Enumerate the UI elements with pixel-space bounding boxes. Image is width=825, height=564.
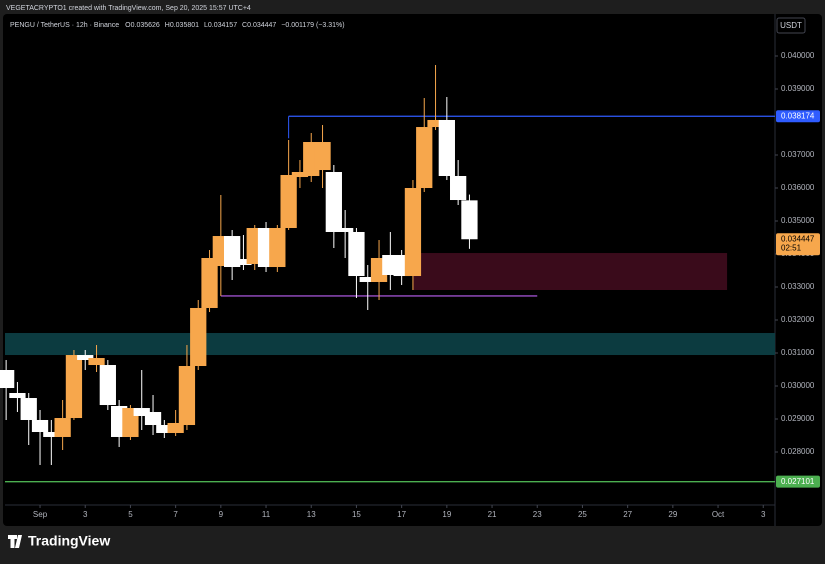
candle-body bbox=[178, 366, 196, 426]
y-tick-label: 0.037000 bbox=[781, 150, 815, 159]
candle-body bbox=[54, 418, 71, 437]
candle-body bbox=[31, 419, 49, 433]
currency-box[interactable] bbox=[776, 17, 806, 34]
candle-body bbox=[99, 365, 116, 406]
price-label: 0.034447 bbox=[781, 234, 815, 243]
y-tick-label: 0.031000 bbox=[781, 348, 815, 357]
candle-body bbox=[88, 358, 105, 366]
level-label-box bbox=[776, 110, 820, 123]
candle-body bbox=[190, 307, 207, 367]
y-tick-label: 0.032000 bbox=[781, 315, 815, 324]
candle-body bbox=[450, 175, 467, 201]
countdown: 02:51 bbox=[781, 243, 802, 252]
y-tick-label: 0.036000 bbox=[781, 183, 815, 192]
x-tick-label: 13 bbox=[307, 510, 316, 519]
logo: TradingView bbox=[8, 533, 110, 549]
y-tick-label: 0.039000 bbox=[781, 84, 815, 93]
x-tick-label: 23 bbox=[533, 510, 542, 519]
ohlc-letter: H bbox=[165, 22, 170, 29]
candle-body bbox=[9, 392, 26, 399]
x-tick-label: 21 bbox=[488, 510, 497, 519]
x-tick-label: 11 bbox=[262, 510, 271, 519]
x-tick-label: 27 bbox=[623, 510, 632, 519]
zone bbox=[5, 333, 775, 356]
ohlc-value: 0.034157 bbox=[208, 22, 237, 29]
level-label: 0.038174 bbox=[781, 111, 815, 120]
candle-body bbox=[0, 369, 15, 389]
x-tick-label: 17 bbox=[397, 510, 406, 519]
x-tick-label: 15 bbox=[352, 510, 361, 519]
candle-body bbox=[359, 277, 376, 282]
candle-body bbox=[20, 398, 37, 420]
header: VEGETACRYPTO1 created with TradingView.c… bbox=[6, 5, 251, 12]
candle-body bbox=[201, 257, 218, 308]
symbol-legend: PENGU / TetherUS · 12h · Binance O0.0356… bbox=[10, 22, 345, 29]
x-tick-label: 29 bbox=[668, 510, 677, 519]
y-tick-label: 0.033000 bbox=[781, 282, 815, 291]
ohlc-value: 0.035801 bbox=[170, 22, 199, 29]
candle-body bbox=[438, 119, 455, 176]
candle-body bbox=[269, 228, 286, 268]
x-tick-label: Oct bbox=[712, 510, 725, 519]
candle-body bbox=[325, 172, 342, 232]
x-tick-label: 3 bbox=[761, 510, 766, 519]
footer: TradingView bbox=[28, 533, 110, 549]
level-label: 0.027101 bbox=[781, 477, 815, 486]
ohlc-value: 0.034447 bbox=[247, 22, 276, 29]
candle-body bbox=[416, 127, 433, 189]
change: −0.001179 (−3.31%) bbox=[281, 22, 344, 29]
y-tick-label: 0.035000 bbox=[781, 216, 815, 225]
candle-body bbox=[167, 422, 184, 433]
x-tick-label: 5 bbox=[128, 510, 133, 519]
level-label-box bbox=[776, 475, 820, 488]
y-tick-label: 0.040000 bbox=[781, 51, 815, 60]
x-tick-label: 25 bbox=[578, 510, 587, 519]
candle-body bbox=[291, 172, 309, 178]
zone bbox=[412, 253, 728, 291]
candle-body bbox=[156, 425, 173, 433]
x-tick-label: 9 bbox=[219, 510, 224, 519]
x-tick-label: 3 bbox=[83, 510, 88, 519]
symbol: PENGU / TetherUS · 12h · Binance bbox=[10, 22, 119, 29]
ohlc-letter: C bbox=[242, 22, 247, 29]
candle-body bbox=[280, 175, 297, 229]
y-tick-label: 0.029000 bbox=[781, 414, 815, 423]
x-tick-label: Sep bbox=[33, 510, 48, 519]
x-tick-label: 19 bbox=[442, 510, 451, 519]
candle-body bbox=[461, 200, 478, 240]
candle-body bbox=[404, 188, 422, 277]
plot: 0.040000 0.039000 0.037000 0.036000 0.035000… bbox=[0, 14, 820, 526]
candle-body bbox=[65, 355, 83, 419]
candle-body bbox=[427, 119, 444, 128]
ohlc-value: 0.035626 bbox=[131, 22, 160, 29]
ohlc-letter: L bbox=[204, 22, 208, 29]
candle-body bbox=[133, 408, 150, 417]
y-tick-label: 0.028000 bbox=[781, 447, 815, 456]
y-tick-label: 0.030000 bbox=[781, 381, 815, 390]
candle-body bbox=[43, 432, 60, 437]
candle-body bbox=[144, 412, 162, 426]
candle-body bbox=[77, 355, 94, 361]
candle-body bbox=[337, 228, 354, 232]
candle-body bbox=[314, 142, 331, 171]
price-label-box bbox=[776, 233, 820, 256]
x-tick-label: 7 bbox=[173, 510, 178, 519]
candle-body bbox=[348, 231, 365, 277]
candle-body bbox=[235, 259, 252, 265]
ohlc-letter: O bbox=[125, 22, 131, 29]
currency[interactable]: USDT bbox=[780, 21, 802, 30]
